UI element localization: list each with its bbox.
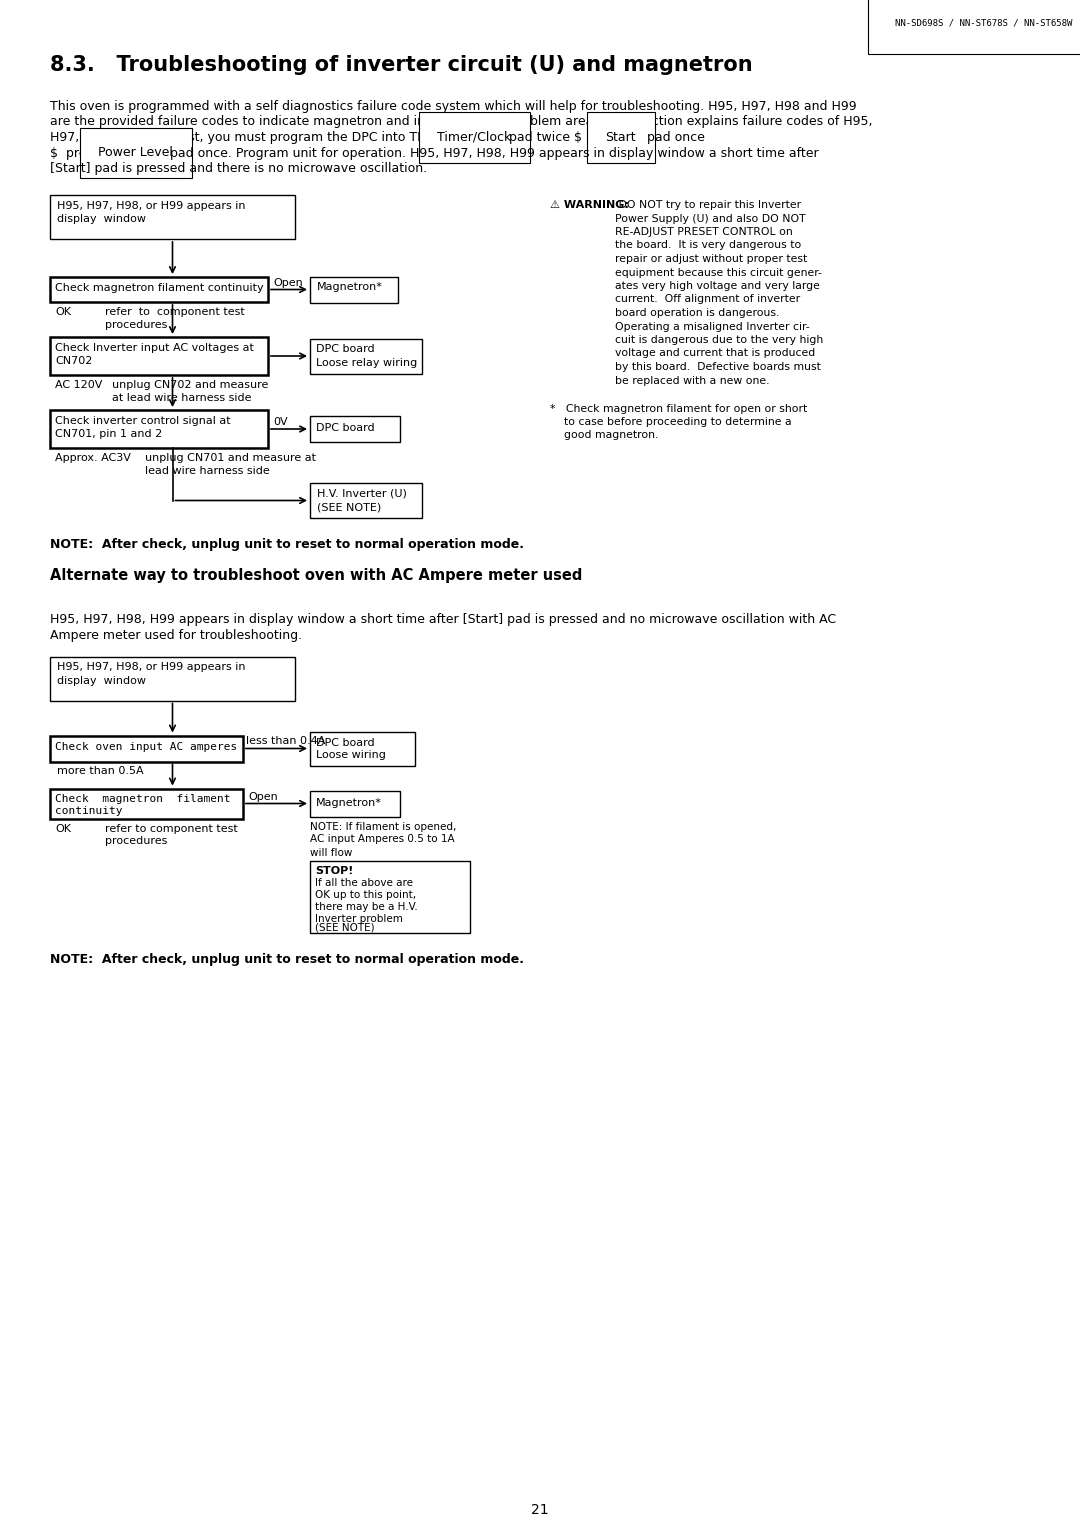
Text: [Start] pad is pressed and there is no microwave oscillation.: [Start] pad is pressed and there is no m… — [50, 162, 427, 176]
Bar — [50, 788, 243, 819]
Text: This oven is programmed with a self diagnostics failure code system which will h: This oven is programmed with a self diag… — [50, 99, 856, 113]
Text: NOTE:  After check, unplug unit to reset to normal operation mode.: NOTE: After check, unplug unit to reset … — [50, 538, 524, 552]
Text: DO NOT try to repair this Inverter: DO NOT try to repair this Inverter — [615, 200, 801, 209]
Text: Check magnetron filament continuity: Check magnetron filament continuity — [55, 283, 264, 293]
Text: lead wire harness side: lead wire harness side — [145, 466, 270, 477]
Text: current.  Off alignment of inverter: current. Off alignment of inverter — [615, 295, 800, 304]
Bar — [50, 410, 268, 448]
Text: H97, H98 and H99. First, you must program the DPC into TEST MODE, press: H97, H98 and H99. First, you must progra… — [50, 131, 528, 144]
Text: Start: Start — [606, 131, 636, 144]
Text: (SEE NOTE): (SEE NOTE) — [318, 503, 381, 512]
Text: Approx. AC3V: Approx. AC3V — [55, 452, 131, 463]
Text: continuity: continuity — [55, 807, 122, 816]
Text: STOP!: STOP! — [315, 865, 353, 876]
Bar — [50, 338, 268, 374]
Text: *   Check magnetron filament for open or short: * Check magnetron filament for open or s… — [550, 403, 807, 414]
Text: pad once: pad once — [639, 131, 705, 144]
Text: Check Inverter input AC voltages at: Check Inverter input AC voltages at — [55, 342, 254, 353]
Text: 0V: 0V — [273, 417, 287, 426]
Text: H.V. Inverter (U): H.V. Inverter (U) — [318, 489, 407, 500]
Bar — [310, 339, 422, 373]
Text: Loose wiring: Loose wiring — [316, 750, 386, 761]
Text: Magnetron*: Magnetron* — [318, 283, 383, 292]
Text: NN-SD698S / NN-ST678S / NN-ST658W: NN-SD698S / NN-ST678S / NN-ST658W — [894, 18, 1072, 28]
Text: repair or adjust without proper test: repair or adjust without proper test — [615, 254, 807, 264]
Text: OK: OK — [55, 307, 71, 316]
Text: Power Supply (U) and also DO NOT: Power Supply (U) and also DO NOT — [615, 214, 806, 223]
Bar — [50, 735, 243, 761]
Text: there may be a H.V.: there may be a H.V. — [315, 903, 418, 912]
Bar — [310, 860, 470, 932]
Text: Check inverter control signal at: Check inverter control signal at — [55, 416, 231, 426]
Bar — [50, 196, 295, 238]
Text: OK up to this point,: OK up to this point, — [315, 891, 416, 900]
Text: less than 0.4A: less than 0.4A — [246, 736, 325, 747]
Text: will flow: will flow — [310, 848, 352, 857]
Text: Ampere meter used for troubleshooting.: Ampere meter used for troubleshooting. — [50, 628, 302, 642]
Text: good magnetron.: good magnetron. — [550, 429, 659, 440]
Text: CN702: CN702 — [55, 356, 93, 367]
Text: Power Level: Power Level — [98, 147, 173, 159]
Text: DPC board: DPC board — [316, 738, 375, 747]
Bar — [310, 732, 415, 766]
Text: 21: 21 — [531, 1504, 549, 1517]
Text: Open: Open — [248, 792, 278, 802]
Text: Timer/Clock: Timer/Clock — [437, 131, 512, 144]
Text: are the provided failure codes to indicate magnetron and inverter circuit proble: are the provided failure codes to indica… — [50, 116, 873, 128]
Text: cuit is dangerous due to the very high: cuit is dangerous due to the very high — [615, 335, 823, 345]
Bar — [310, 483, 422, 518]
Text: RE-ADJUST PRESET CONTROL on: RE-ADJUST PRESET CONTROL on — [615, 228, 793, 237]
Text: unplug CN702 and measure: unplug CN702 and measure — [112, 380, 268, 390]
Text: pad once. Program unit for operation. H95, H97, H98, H99 appears in display wind: pad once. Program unit for operation. H9… — [162, 147, 819, 159]
Text: procedures: procedures — [105, 836, 167, 847]
Text: Alternate way to troubleshoot oven with AC Ampere meter used: Alternate way to troubleshoot oven with … — [50, 568, 582, 584]
Text: display  window: display window — [57, 675, 146, 686]
Text: procedures: procedures — [105, 319, 167, 330]
Text: $  press: $ press — [50, 147, 104, 159]
Text: equipment because this circuit gener-: equipment because this circuit gener- — [615, 267, 822, 278]
Text: NOTE: If filament is opened,: NOTE: If filament is opened, — [310, 822, 457, 831]
Text: Magnetron*: Magnetron* — [316, 798, 382, 807]
Text: Check oven input AC amperes: Check oven input AC amperes — [55, 743, 238, 752]
Text: Loose relay wiring: Loose relay wiring — [316, 358, 417, 368]
Text: CN701, pin 1 and 2: CN701, pin 1 and 2 — [55, 429, 162, 439]
Text: NOTE:  After check, unplug unit to reset to normal operation mode.: NOTE: After check, unplug unit to reset … — [50, 952, 524, 966]
Text: AC input Amperes 0.5 to 1A: AC input Amperes 0.5 to 1A — [310, 834, 455, 845]
Bar — [50, 657, 295, 700]
Bar — [310, 416, 400, 442]
Text: If all the above are: If all the above are — [315, 879, 413, 888]
Text: H95, H97, H98, or H99 appears in: H95, H97, H98, or H99 appears in — [57, 663, 245, 672]
Text: Inverter problem: Inverter problem — [315, 914, 403, 924]
Text: refer  to  component test: refer to component test — [105, 307, 245, 316]
Text: (SEE NOTE): (SEE NOTE) — [315, 923, 375, 932]
Text: pad twice $  Press: pad twice $ Press — [505, 131, 627, 144]
Text: DPC board: DPC board — [316, 423, 375, 432]
Text: unplug CN701 and measure at: unplug CN701 and measure at — [145, 452, 316, 463]
Bar — [310, 277, 399, 303]
Text: Open: Open — [273, 278, 302, 287]
Text: board operation is dangerous.: board operation is dangerous. — [615, 309, 780, 318]
Text: display  window: display window — [57, 214, 146, 225]
Text: DPC board: DPC board — [316, 344, 375, 354]
Text: OK: OK — [55, 824, 71, 833]
Text: H95, H97, H98, H99 appears in display window a short time after [Start] pad is p: H95, H97, H98, H99 appears in display wi… — [50, 613, 836, 626]
Text: by this board.  Defective boards must: by this board. Defective boards must — [615, 362, 821, 371]
Text: to case before proceeding to determine a: to case before proceeding to determine a — [550, 417, 792, 426]
Text: voltage and current that is produced: voltage and current that is produced — [615, 348, 815, 359]
Text: Operating a misaligned Inverter cir-: Operating a misaligned Inverter cir- — [615, 321, 810, 332]
Text: at lead wire harness side: at lead wire harness side — [112, 393, 252, 403]
Text: Check  magnetron  filament: Check magnetron filament — [55, 793, 230, 804]
Bar — [310, 790, 400, 816]
Bar — [50, 277, 268, 303]
Text: 8.3.   Troubleshooting of inverter circuit (U) and magnetron: 8.3. Troubleshooting of inverter circuit… — [50, 55, 753, 75]
Text: more than 0.5A: more than 0.5A — [57, 767, 144, 776]
Text: ates very high voltage and very large: ates very high voltage and very large — [615, 281, 820, 290]
Text: be replaced with a new one.: be replaced with a new one. — [615, 376, 769, 385]
Text: refer to component test: refer to component test — [105, 824, 238, 833]
Text: H95, H97, H98, or H99 appears in: H95, H97, H98, or H99 appears in — [57, 202, 245, 211]
Text: ⚠ WARNING:: ⚠ WARNING: — [550, 200, 629, 209]
Text: the board.  It is very dangerous to: the board. It is very dangerous to — [615, 240, 801, 251]
Text: AC 120V: AC 120V — [55, 380, 103, 390]
